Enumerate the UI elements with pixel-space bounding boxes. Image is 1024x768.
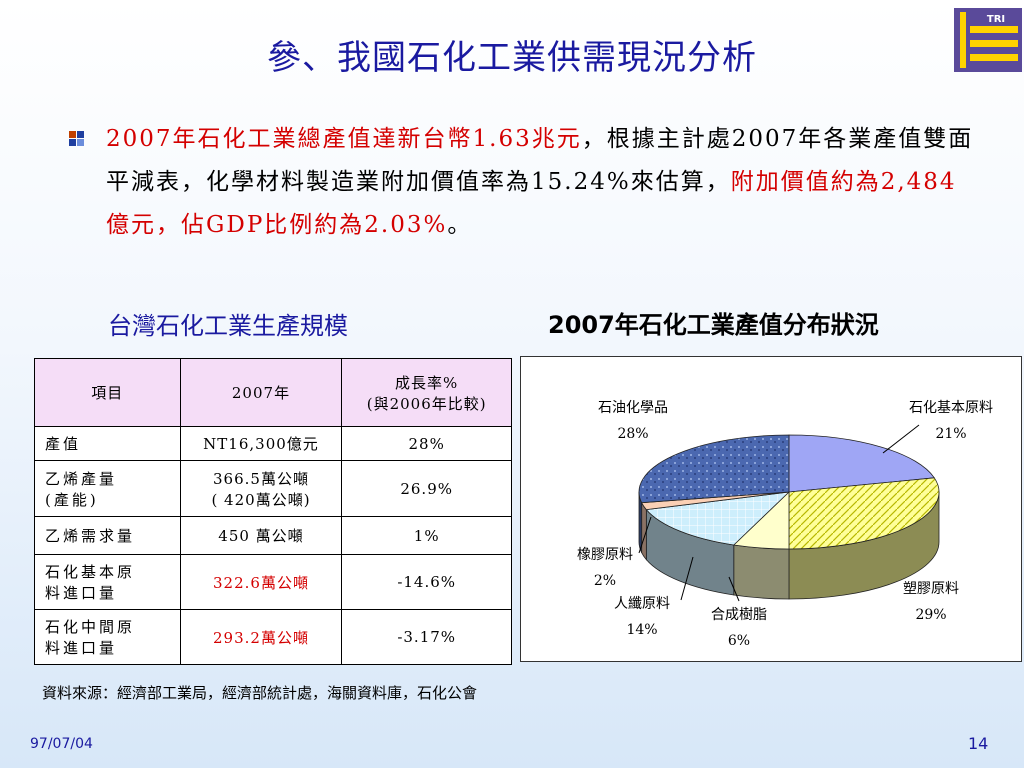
slide-title: 參、我國石化工業供需現況分析 [267,38,757,78]
row-value: 293.2萬公噸 [179,609,343,665]
table-heading: 台灣石化工業生產規模 [108,312,348,340]
paragraph-body: ，根據主計處2007年各業產值雙面平減表，化學材料製造業附加價值率為15.24%… [106,126,974,195]
leader-line-2 [728,576,740,602]
row-value: NT16,300億元 [179,426,343,461]
row-growth: -3.17% [341,609,512,665]
row-label: 石化中間原 料進口量 [34,609,181,665]
source-note: 資料來源：經濟部工業局，經濟部統計處，海關資料庫，石化公會 [42,684,478,702]
row-label: 乙烯需求量 [34,516,181,555]
chart-heading: 2007年石化工業產值分布狀況 [548,311,879,339]
summary-paragraph: 2007年石化工業總產值達新台幣1.63兆元，根據主計處2007年各業產值雙面平… [106,118,976,247]
row-growth: 28% [341,426,512,461]
table-row: 產值 NT16,300億元 28% [34,426,512,461]
row-value: 322.6萬公噸 [179,554,343,610]
slice-value-1: 29% [915,607,946,623]
bullet-cube-icon [69,131,84,146]
pie-slice-5 [638,434,790,504]
row-label: 石化基本原 料進口量 [34,554,181,610]
footer-date: 97/07/04 [30,736,93,752]
paragraph-highlight-2: 附加價值約為2,484億元，佔GDP比例約為2.03% [106,169,957,238]
table-row: 乙烯產量 (產能) 366.5萬公噸( 420萬公噸) 26.9% [34,460,512,517]
slice-label-5: 石油化學品 [598,400,668,416]
pie-side-4 [641,502,647,561]
row-growth: -14.6% [341,554,512,610]
slice-label-4: 橡膠原料 [577,547,633,563]
table-row: 石化中間原 料進口量 293.2萬公噸 -3.17% [34,609,512,665]
slice-value-3: 14% [626,622,657,638]
pie-chart-panel: 石化基本原料 21% 塑膠原料 29% 合成樹脂 6% 人纖原料 14% 橡膠原料 2% 石油化學品… [520,356,1022,662]
page-number: 14 [968,734,989,753]
slice-label-2: 合成樹脂 [711,607,767,623]
slice-label-0: 石化基本原料 [909,399,993,416]
slice-label-1: 塑膠原料 [903,581,959,597]
logo-text: TRI [987,14,1005,25]
paragraph-highlight-1: 2007年石化工業總產值達新台幣1.63兆元 [106,126,582,152]
row-growth: 26.9% [341,460,512,517]
pie-slice-1 [788,477,940,550]
pie-side-2 [733,544,790,600]
pie-slice-0 [788,434,935,493]
tri-logo: TRI [954,8,1022,72]
row-growth: 1% [341,516,512,555]
table-row: 石化基本原 料進口量 322.6萬公噸 -14.6% [34,554,512,610]
leader-line-0 [882,424,920,454]
slice-value-0: 21% [935,426,966,442]
production-table: 項目 2007年 成長率% (與2006年比較) 產值 NT16,300億元 2… [34,358,512,665]
row-value: 366.5萬公噸( 420萬公噸) [179,460,343,517]
header-growth-line2: (與2006年比較) [366,394,487,413]
paragraph-end: 。 [447,212,473,238]
table-row: 乙烯需求量 450 萬公噸 1% [34,516,512,555]
slice-label-3: 人纖原料 [614,596,670,612]
table-header-row: 項目 2007年 成長率% (與2006年比較) [34,358,512,427]
pie-chart: 石化基本原料 21% 塑膠原料 29% 合成樹脂 6% 人纖原料 14% 橡膠原料 2% 石油化學品… [577,399,993,649]
header-growth: 成長率% (與2006年比較) [341,358,512,427]
header-item: 項目 [34,358,181,427]
row-label: 乙烯產量 (產能) [34,460,181,517]
slice-value-5: 28% [617,426,648,442]
row-label: 產值 [34,426,181,461]
slice-value-4: 2% [594,573,616,589]
header-year: 2007年 [179,358,343,427]
row-value: 450 萬公噸 [179,516,343,555]
leader-line-4 [638,516,652,554]
header-growth-line1: 成長率% [395,373,459,392]
slice-value-2: 6% [728,633,750,649]
leader-line-3 [680,556,694,601]
